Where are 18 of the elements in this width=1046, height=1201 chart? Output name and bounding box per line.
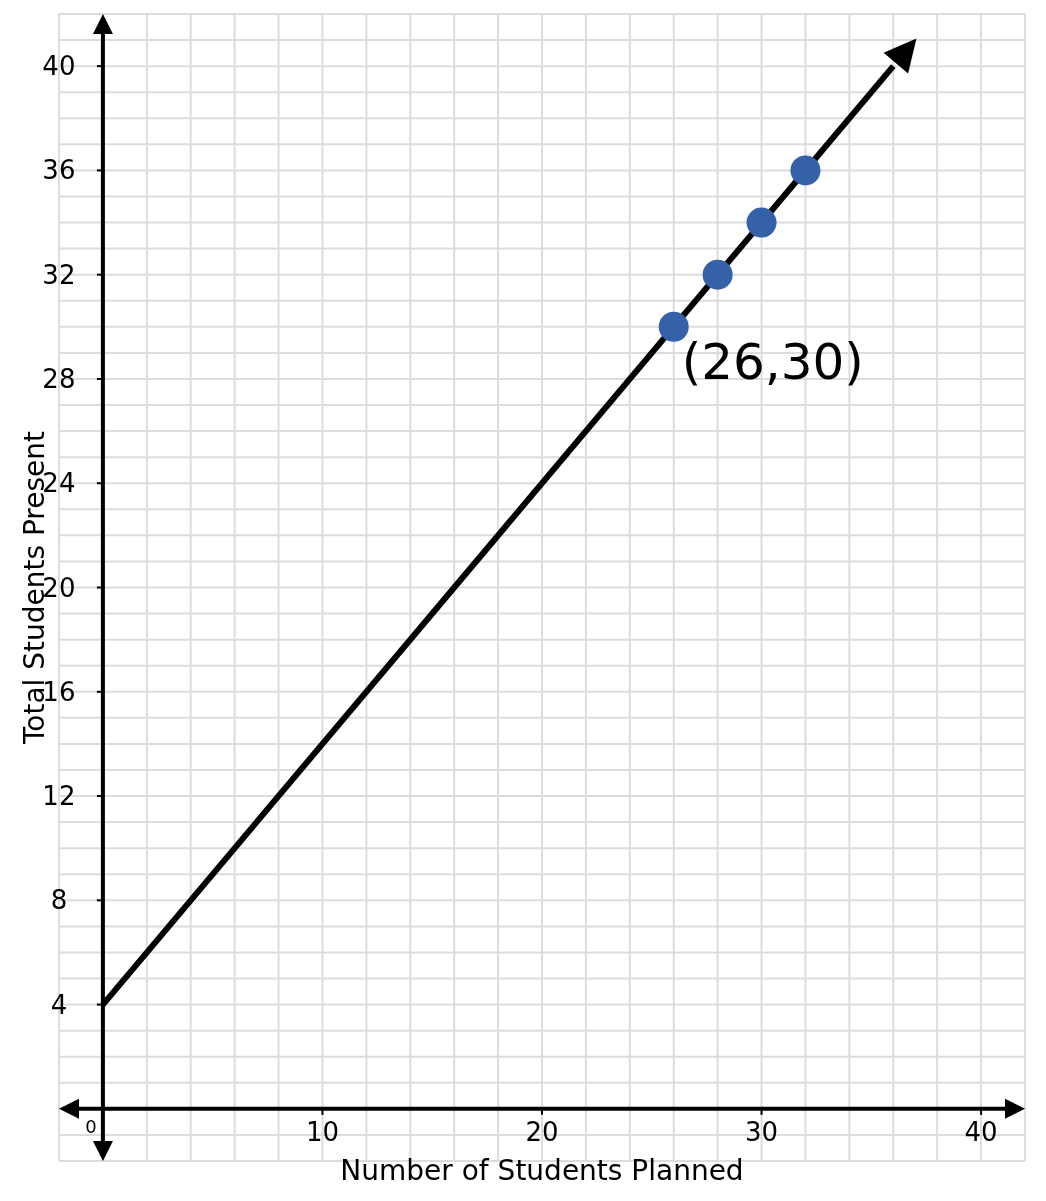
x-tick-label: 30 — [745, 1116, 779, 1147]
x-tick-label: 40 — [964, 1116, 998, 1147]
point — [702, 259, 733, 290]
y-tick-label: 4 — [50, 989, 68, 1020]
y-tick-label: 36 — [42, 155, 76, 186]
point — [790, 155, 821, 186]
point — [746, 207, 777, 238]
x-axis-title: Number of Students Planned — [340, 1154, 744, 1187]
y-tick-label: 40 — [42, 51, 76, 82]
x-tick-label: 20 — [525, 1116, 559, 1147]
annotation: 0 — [85, 1115, 97, 1137]
annotation: (26,30) — [681, 332, 864, 391]
y-tick-label: 32 — [42, 259, 76, 290]
y-tick-label: 28 — [42, 363, 76, 394]
point — [658, 311, 689, 342]
y-tick-label: 8 — [50, 885, 68, 916]
x-tick-label: 10 — [305, 1116, 339, 1147]
y-tick-label: 12 — [42, 781, 76, 812]
